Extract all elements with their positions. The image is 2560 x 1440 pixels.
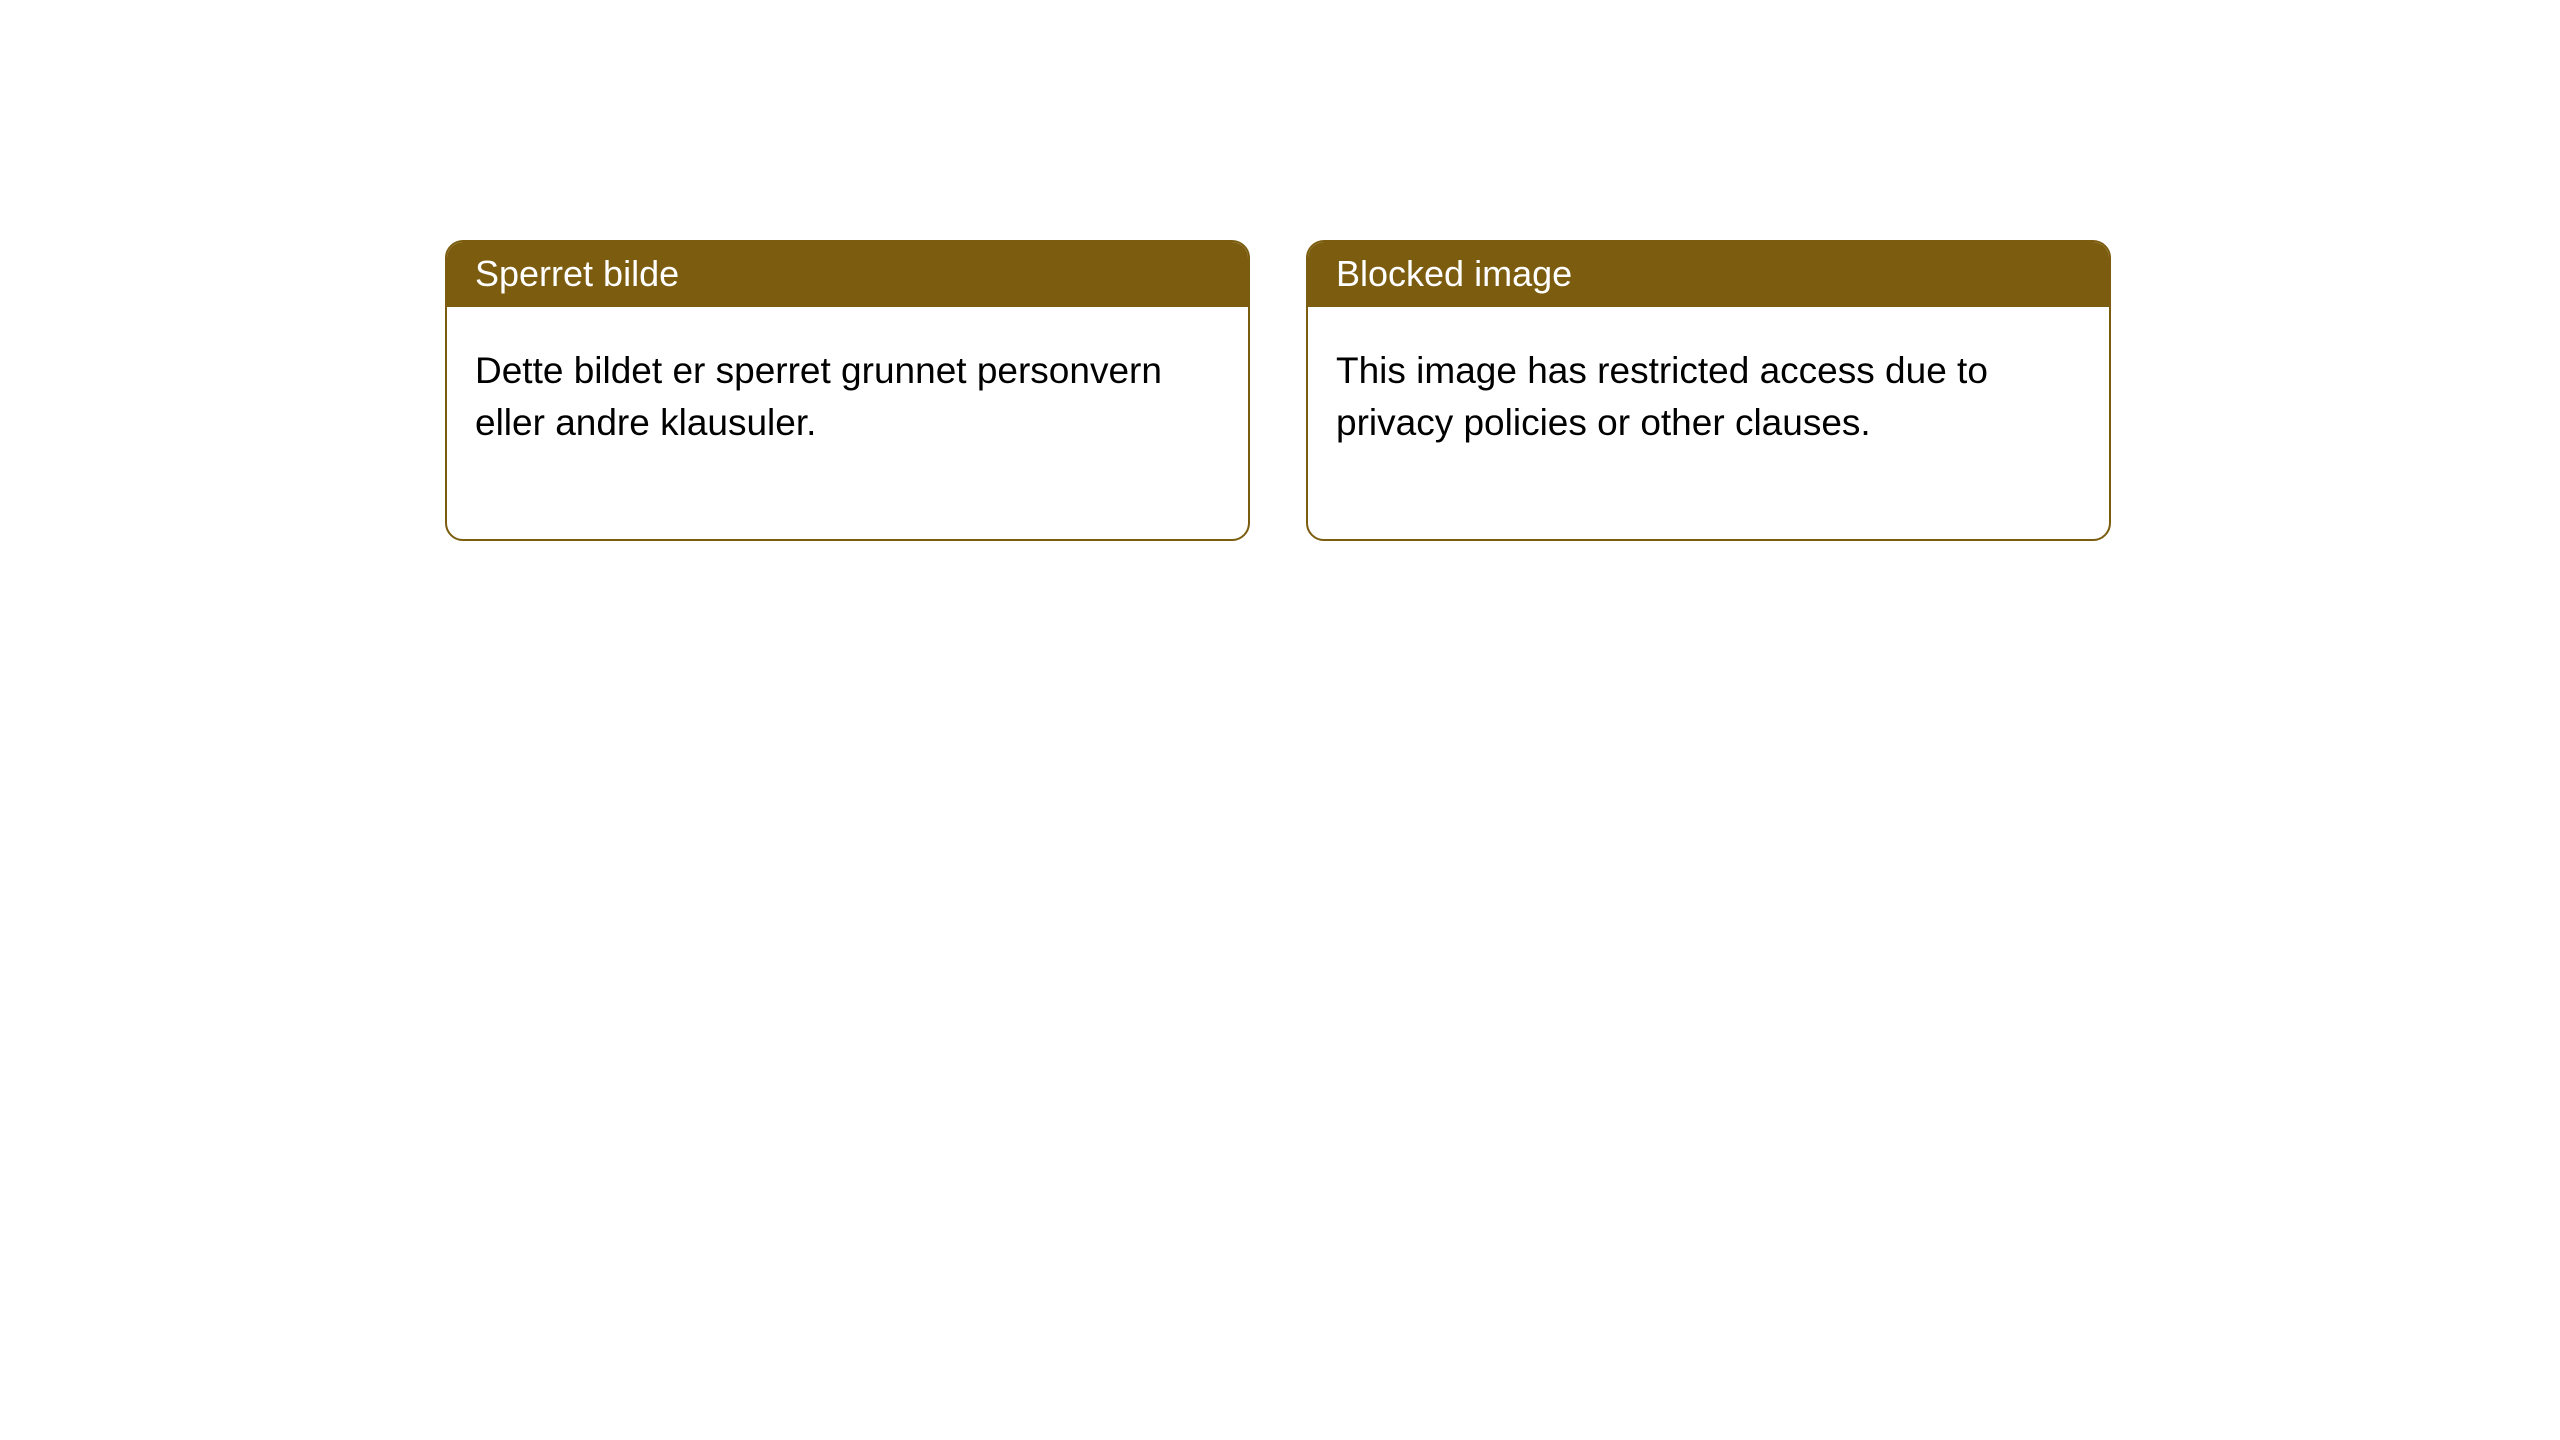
notice-body: This image has restricted access due to … — [1308, 307, 2109, 539]
notice-card-english: Blocked image This image has restricted … — [1306, 240, 2111, 541]
notice-body: Dette bildet er sperret grunnet personve… — [447, 307, 1248, 539]
notice-title: Blocked image — [1308, 242, 2109, 307]
notice-container: Sperret bilde Dette bildet er sperret gr… — [0, 0, 2560, 541]
notice-title: Sperret bilde — [447, 242, 1248, 307]
notice-card-norwegian: Sperret bilde Dette bildet er sperret gr… — [445, 240, 1250, 541]
